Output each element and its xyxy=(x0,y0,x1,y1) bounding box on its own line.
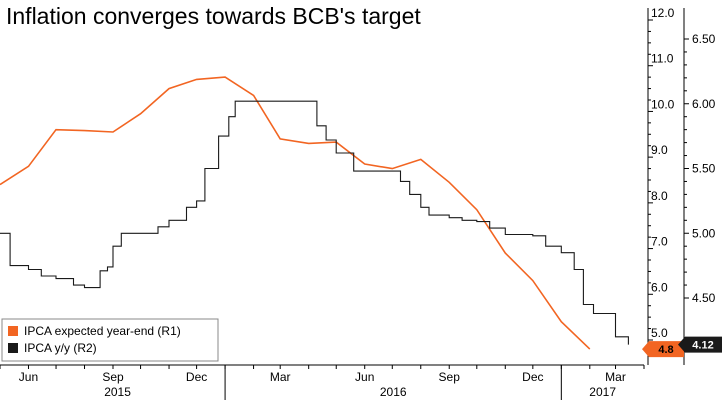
r1-tick-label: 11.0 xyxy=(651,52,674,66)
r1-last-value-tag xyxy=(642,341,684,358)
x-year-label: 2015 xyxy=(104,385,131,399)
r2-tick-label: 6.50 xyxy=(692,32,716,46)
x-year-label: 2017 xyxy=(589,385,616,399)
r1-last-value: 4.8 xyxy=(658,344,673,356)
x-tick-label: Mar xyxy=(605,370,626,384)
x-tick-label: Jun xyxy=(19,370,38,384)
legend-label: IPCA y/y (R2) xyxy=(24,341,97,355)
r1-tick-label: 8.0 xyxy=(651,189,668,203)
legend-swatch xyxy=(8,343,18,353)
chart-title: Inflation converges towards BCB's target xyxy=(6,3,421,29)
x-tick-label: Sep xyxy=(102,370,124,384)
axes: 12.0 11.0 10.0 9.0 8.0 7.0 6.0 5.0 6.50 6.00 5.50 5… xyxy=(0,6,716,400)
x-tick-label: Jun xyxy=(355,370,374,384)
r1-tick-label: 9.0 xyxy=(651,143,668,157)
r2-tick-label: 5.50 xyxy=(692,162,716,176)
r1-tick-label: 6.0 xyxy=(651,280,668,294)
x-tick-label: Dec xyxy=(186,370,207,384)
x-tick-label: Dec xyxy=(522,370,543,384)
r1-tick-label: 10.0 xyxy=(651,97,675,111)
x-tick-label: Sep xyxy=(439,370,461,384)
legend-swatch xyxy=(8,326,18,336)
x-tick-label: Mar xyxy=(270,370,291,384)
r2-last-value: 4.12 xyxy=(692,340,713,352)
legend-box xyxy=(1,318,219,362)
r1-tick-label: 12.0 xyxy=(651,6,675,20)
r2-last-value-tag xyxy=(678,336,722,353)
r2-tick-label: 5.00 xyxy=(692,226,716,240)
legend-label: IPCA expected year-end (R1) xyxy=(24,324,181,338)
plot-area xyxy=(0,76,629,350)
series-line-expected xyxy=(0,76,591,350)
legend: IPCA expected year-end (R1) IPCA y/y (R2) xyxy=(1,318,219,362)
r2-tick-label: 4.50 xyxy=(692,291,716,305)
r1-tick-label: 7.0 xyxy=(651,235,668,249)
series-line-ipca xyxy=(0,100,629,345)
x-year-label: 2016 xyxy=(380,385,407,399)
r1-tick-label: 5.0 xyxy=(651,326,668,340)
last-value-tags: 4.8 4.12 xyxy=(642,336,722,358)
r2-tick-label: 6.00 xyxy=(692,97,716,111)
